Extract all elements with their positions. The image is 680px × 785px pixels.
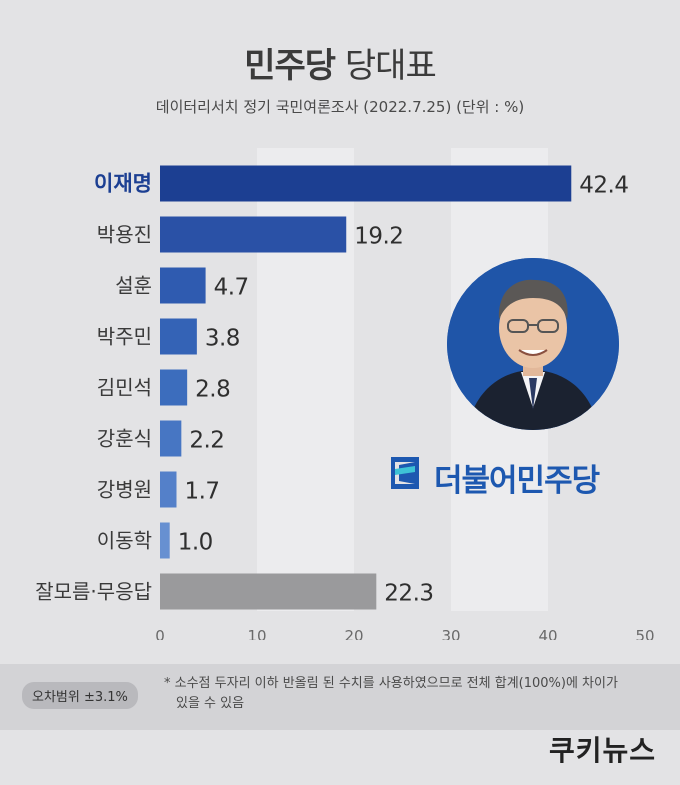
- value-label: 2.8: [195, 377, 230, 403]
- x-tick-label: 30: [441, 627, 460, 640]
- footer-panel: 오차범위 ±3.1% * 소수점 두자리 이하 반올림 된 수치를 사용하였으므…: [0, 664, 680, 730]
- chart-subtitle: 데이터리서치 정기 국민여론조사 (2022.7.25) (단위 : %): [155, 98, 525, 116]
- category-label: 설훈: [115, 274, 152, 298]
- bar: [160, 420, 182, 457]
- chart-title-rest: 당대표: [344, 46, 437, 86]
- x-tick-label: 0: [155, 627, 165, 640]
- bar: [160, 471, 177, 508]
- value-label: 2.2: [189, 428, 224, 454]
- x-tick-label: 50: [635, 627, 654, 640]
- footnote-line-2: 있을 수 있음: [176, 696, 245, 711]
- bar: [160, 216, 347, 253]
- category-label: 이재명: [94, 172, 152, 196]
- x-tick-label: 20: [344, 627, 363, 640]
- party-logo-text: 더불어민주당: [434, 463, 600, 499]
- bar: [160, 573, 377, 610]
- category-label: 김민석: [97, 376, 152, 400]
- bar: [160, 318, 197, 355]
- chart-title-party: 민주당: [244, 46, 336, 86]
- value-label: 22.3: [384, 581, 433, 607]
- value-label: 19.2: [354, 224, 403, 250]
- category-label: 잘모름·무응답: [35, 580, 152, 604]
- x-tick-label: 40: [538, 627, 557, 640]
- value-label: 1.0: [178, 530, 213, 556]
- party-logo: 더불어민주당: [390, 455, 630, 499]
- tick-layer: 0 10 20 30 40 50: [155, 627, 654, 640]
- person-portrait-icon: [447, 258, 619, 430]
- bar: [160, 522, 170, 559]
- category-label: 이동학: [97, 529, 152, 553]
- value-label: 1.7: [184, 479, 219, 505]
- label-layer: 이재명 42.4 박용진 19.2 설훈 4.7 박주민 3.8 김민석 2.8 강훈식 2.2 강병원…: [35, 172, 629, 607]
- candidate-portrait: [447, 258, 619, 430]
- value-label: 42.4: [579, 173, 628, 199]
- margin-of-error-badge: 오차범위 ±3.1%: [22, 682, 138, 709]
- chart-title: 민주당 당대표: [0, 38, 680, 87]
- category-label: 박용진: [97, 223, 152, 247]
- value-label: 4.7: [214, 275, 249, 301]
- footnote: * 소수점 두자리 이하 반올림 된 수치를 사용하였으므로 전체 합계(100…: [164, 674, 664, 714]
- bar: [160, 267, 206, 304]
- bar-layer: [160, 165, 572, 610]
- brand-logo: 쿠키뉴스: [548, 734, 656, 767]
- category-label: 강훈식: [97, 427, 152, 451]
- category-label: 박주민: [97, 325, 152, 349]
- bar: [160, 369, 188, 406]
- x-tick-label: 10: [247, 627, 266, 640]
- footnote-line-1: * 소수점 두자리 이하 반올림 된 수치를 사용하였으므로 전체 합계(100…: [164, 676, 618, 691]
- bar: [160, 165, 572, 202]
- category-label: 강병원: [97, 478, 152, 502]
- value-label: 3.8: [205, 326, 240, 352]
- party-logo-icon: [391, 457, 419, 489]
